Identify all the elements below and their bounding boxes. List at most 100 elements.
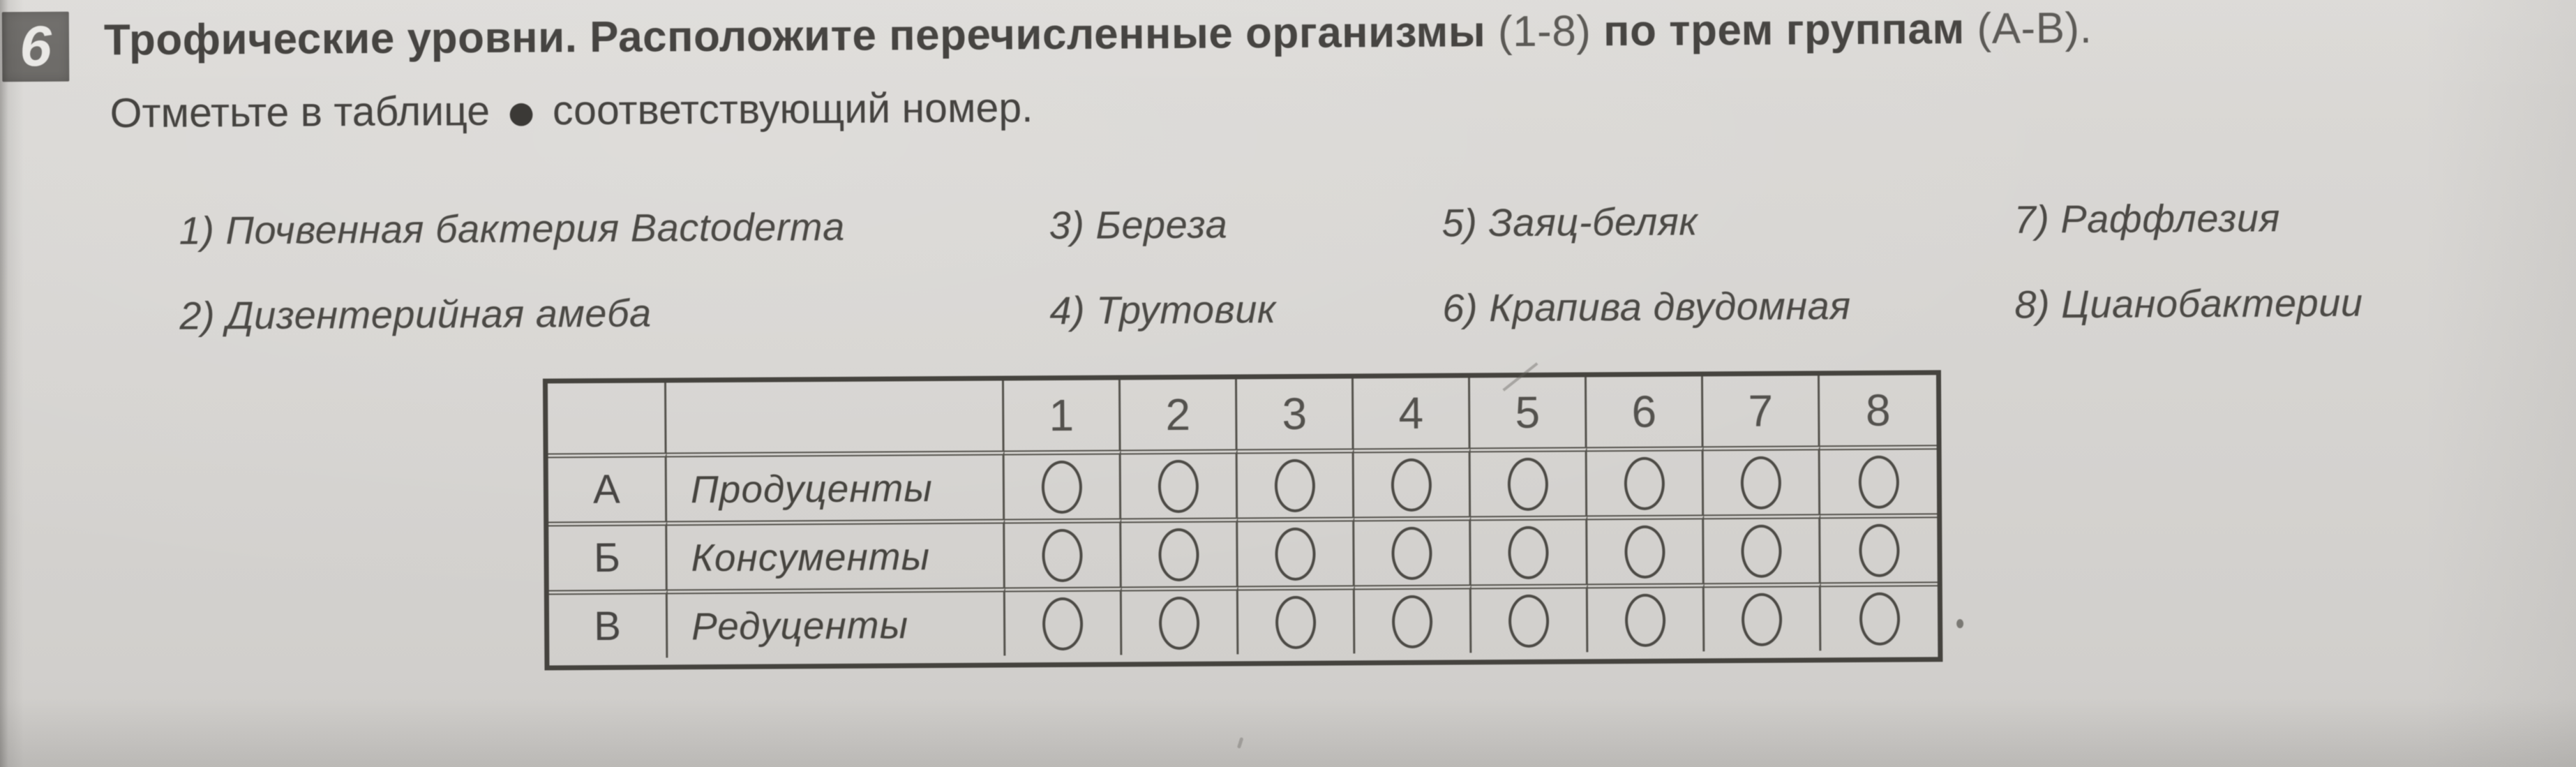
task-number-badge: 6	[1, 11, 70, 82]
answer-circle-v2[interactable]	[1158, 596, 1200, 650]
answer-circle-a3[interactable]	[1274, 459, 1316, 512]
organism-number: 2)	[179, 293, 216, 338]
organism-item-2: 2) Дизентерийная амеба	[179, 290, 652, 338]
answer-circle-b3[interactable]	[1275, 527, 1316, 581]
answer-circle-b5[interactable]	[1508, 526, 1549, 579]
answer-circle-a6[interactable]	[1624, 456, 1665, 510]
organism-name: Трутовик	[1095, 287, 1276, 332]
table-cell-b5	[1471, 515, 1588, 585]
answer-circle-a1[interactable]	[1041, 460, 1083, 514]
organism-item-6: 6) Крапива двудомная	[1442, 283, 1851, 331]
organism-name: Цианобактерии	[2060, 280, 2363, 327]
answer-circle-v3[interactable]	[1275, 595, 1317, 649]
table-cell-a8	[1820, 445, 1938, 514]
instruction-prefix: Отметьте в таблице	[110, 87, 491, 137]
table-corner-label-cell	[666, 380, 1005, 453]
table-cell-b8	[1820, 513, 1938, 583]
organism-name: Раффлезия	[2060, 195, 2281, 241]
organism-number: 4)	[1049, 288, 1086, 333]
row-letter-b: Б	[548, 521, 668, 590]
organism-number: 7)	[2014, 197, 2050, 241]
table-cell-v7	[1704, 582, 1822, 652]
table-cell-b1	[1005, 518, 1122, 588]
answer-circle-v5[interactable]	[1508, 594, 1550, 648]
organism-item-1: 1) Почвенная бактерия Bactoderma	[179, 204, 844, 253]
organism-number: 5)	[1441, 200, 1478, 245]
row-label-producers: Продуценты	[666, 450, 1005, 521]
answer-circle-v7[interactable]	[1741, 593, 1783, 646]
organism-item-4: 4) Трутовик	[1049, 286, 1276, 333]
table-cell-v8	[1820, 581, 1938, 651]
answer-circle-a4[interactable]	[1391, 458, 1432, 512]
table-cell-b2	[1121, 517, 1238, 587]
table-col-header-1: 1	[1003, 380, 1121, 451]
answer-circle-b2[interactable]	[1158, 528, 1199, 581]
organism-number: 6)	[1442, 285, 1478, 330]
organism-name: Береза	[1095, 202, 1228, 247]
table-cell-a4	[1354, 447, 1472, 517]
table-cell-a5	[1470, 447, 1588, 516]
table-cell-v4	[1354, 584, 1472, 654]
table-cell-a1	[1004, 449, 1122, 519]
answer-circle-b6[interactable]	[1624, 525, 1665, 579]
organism-name: Почвенная бактерия Bactoderma	[225, 204, 845, 253]
answer-table: 1 2 3 4 5 6 7 8 А Продуценты Б Консумент…	[542, 370, 1943, 671]
row-letter-a: А	[548, 452, 668, 522]
title-range-groups: (А-В).	[1977, 3, 2092, 53]
instruction-suffix: соответствующий номер.	[552, 84, 1033, 134]
organism-name: Заяц-беляк	[1488, 199, 1698, 245]
table-cell-v1	[1005, 586, 1123, 656]
organism-number: 3)	[1049, 202, 1085, 248]
answer-circle-b1[interactable]	[1042, 528, 1083, 582]
answer-circle-b7[interactable]	[1741, 524, 1782, 578]
organism-item-5: 5) Заяц-беляк	[1441, 198, 1698, 245]
table-col-header-7: 7	[1702, 375, 1820, 447]
task-title: Трофические уровни. Расположите перечисл…	[104, 3, 2092, 65]
answer-circle-v4[interactable]	[1391, 595, 1433, 648]
table-col-header-8: 8	[1865, 385, 1891, 435]
answer-circle-a2[interactable]	[1158, 459, 1199, 513]
answer-circle-v1[interactable]	[1042, 597, 1084, 650]
table-col-header-3: 3	[1236, 378, 1354, 449]
answer-circle-a7[interactable]	[1740, 456, 1782, 509]
answer-circle-v8[interactable]	[1859, 592, 1900, 646]
table-cell-v5	[1471, 583, 1589, 653]
table-cell-v6	[1587, 583, 1705, 653]
row-label-consumers: Консументы	[667, 519, 1005, 590]
title-text-bold-1: Трофические уровни. Расположите перечисл…	[103, 8, 1499, 65]
table-cell-v3	[1238, 585, 1356, 655]
title-range-organisms: (1-8)	[1497, 7, 1592, 57]
table-col-header-2: 2	[1120, 379, 1238, 450]
task-instruction: Отметьте в таблице ● соответствующий ном…	[110, 82, 1033, 142]
answer-circle-a8[interactable]	[1858, 455, 1899, 509]
table-col-header-5: 5	[1469, 377, 1587, 448]
table-cell-b7	[1704, 514, 1821, 583]
organism-item-8: 8) Цианобактерии	[2014, 280, 2363, 327]
organism-number: 1)	[179, 208, 215, 253]
answer-circle-v6[interactable]	[1624, 593, 1666, 647]
organism-name: Крапива двудомная	[1488, 283, 1851, 330]
row-label-reducers: Редуценты	[667, 587, 1006, 658]
table-corner-letter-cell	[547, 382, 667, 454]
table-col-header-6: 6	[1586, 376, 1704, 447]
print-artifact-tick	[1236, 737, 1244, 749]
answer-circle-a5[interactable]	[1507, 457, 1549, 511]
table-cell-a6	[1587, 446, 1705, 516]
table-cell-b6	[1587, 514, 1705, 584]
answer-circle-b4[interactable]	[1391, 526, 1432, 580]
organism-name: Дизентерийная амеба	[225, 290, 652, 338]
table-cell-b3	[1238, 516, 1355, 586]
table-cell-b4	[1354, 516, 1472, 586]
table-cell-a3	[1237, 448, 1355, 518]
organism-item-3: 3) Береза	[1049, 202, 1227, 248]
table-cell-a7	[1703, 445, 1821, 515]
answer-circle-b8[interactable]	[1858, 523, 1900, 577]
table-cell-v2	[1121, 586, 1239, 655]
table-cell-a2	[1121, 449, 1238, 519]
table-col-header-4: 4	[1353, 378, 1471, 449]
organism-number: 8)	[2014, 282, 2051, 327]
title-text-bold-2: по трем группам	[1591, 4, 1977, 56]
organism-item-7: 7) Раффлезия	[2014, 195, 2280, 241]
print-artifact-dot	[1956, 619, 1964, 629]
